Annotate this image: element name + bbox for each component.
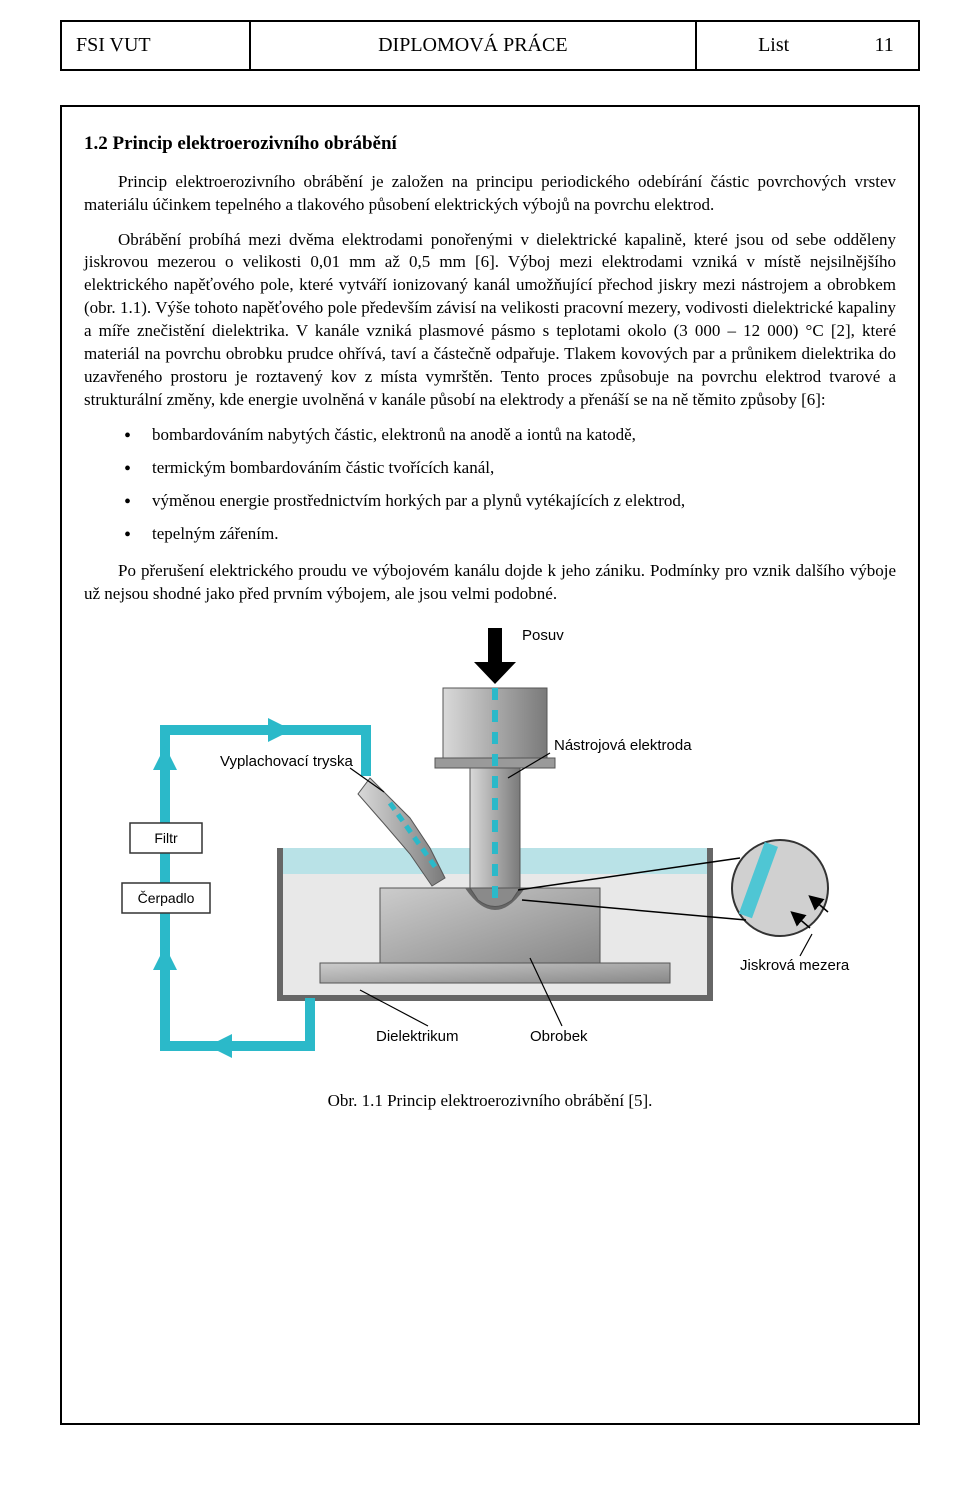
label-posuv: Posuv [522,627,564,644]
bullet-list: bombardováním nabytých částic, elektronů… [124,424,896,546]
feed-arrow [474,628,516,684]
list-item: výměnou energie prostřednictvím horkých … [124,490,896,513]
label-nastroj: Nástrojová elektroda [554,737,692,754]
label-obrobek: Obrobek [530,1028,588,1045]
page-header: FSI VUT DIPLOMOVÁ PRÁCE List 11 [60,20,920,71]
paragraph-2: Obrábění probíhá mezi dvěma elektrodami … [84,229,896,413]
paragraph-1: Princip elektroerozivního obrábění je za… [84,171,896,217]
label-filtr: Filtr [154,830,178,846]
label-dielektrikum: Dielektrikum [376,1028,459,1045]
section-heading: 1.2 Princip elektroerozivního obrábění [84,131,896,157]
paragraph-3: Po přerušení elektrického proudu ve výbo… [84,560,896,606]
header-institution: FSI VUT [61,21,250,70]
filter-box: Filtr [130,823,202,853]
figure-caption: Obr. 1.1 Princip elektroerozivního obráb… [84,1090,896,1113]
label-jiskrova: Jiskrová mezera [740,957,850,974]
content-frame: 1.2 Princip elektroerozivního obrábění P… [60,105,920,1425]
header-list-word: List [696,21,850,70]
header-page-no: 11 [850,21,919,70]
diagram-svg: Filtr Čerpadlo Posu [110,618,870,1078]
figure-diagram: Filtr Čerpadlo Posu [110,618,870,1078]
list-item: bombardováním nabytých částic, elektronů… [124,424,896,447]
list-item: tepelným zářením. [124,523,896,546]
label-tryska: Vyplachovací tryska [220,753,353,770]
label-cerpadlo: Čerpadlo [138,890,195,906]
list-item: termickým bombardováním částic tvořících… [124,457,896,480]
header-doc-type: DIPLOMOVÁ PRÁCE [250,21,696,70]
pump-box: Čerpadlo [122,883,210,913]
